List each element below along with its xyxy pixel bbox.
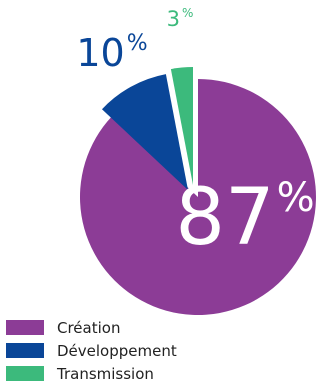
legend-item-creation: Création	[6, 316, 177, 339]
pie-slice-developpement	[101, 74, 188, 190]
pie-slice-creation	[79, 79, 316, 315]
legend-swatch-transmission	[6, 366, 44, 381]
legend-item-transmission: Transmission	[6, 362, 177, 385]
pie-chart: 87% 10% 3%	[76, 6, 316, 315]
legend-swatch-creation	[6, 320, 44, 335]
pie-slice-transmission	[170, 67, 193, 185]
legend: Création Développement Transmission	[6, 316, 177, 385]
legend-swatch-developpement	[6, 343, 44, 358]
legend-item-developpement: Développement	[6, 339, 177, 362]
pie-label-transmission: 3%	[167, 6, 194, 31]
pie-slices	[79, 67, 316, 315]
legend-label-developpement: Développement	[57, 341, 177, 360]
legend-label-transmission: Transmission	[57, 364, 154, 383]
legend-label-creation: Création	[57, 318, 121, 337]
pie-value-labels: 87% 10% 3%	[76, 6, 314, 263]
pie-label-developpement: 10%	[76, 31, 147, 75]
pie-label-creation: 87%	[175, 173, 314, 263]
